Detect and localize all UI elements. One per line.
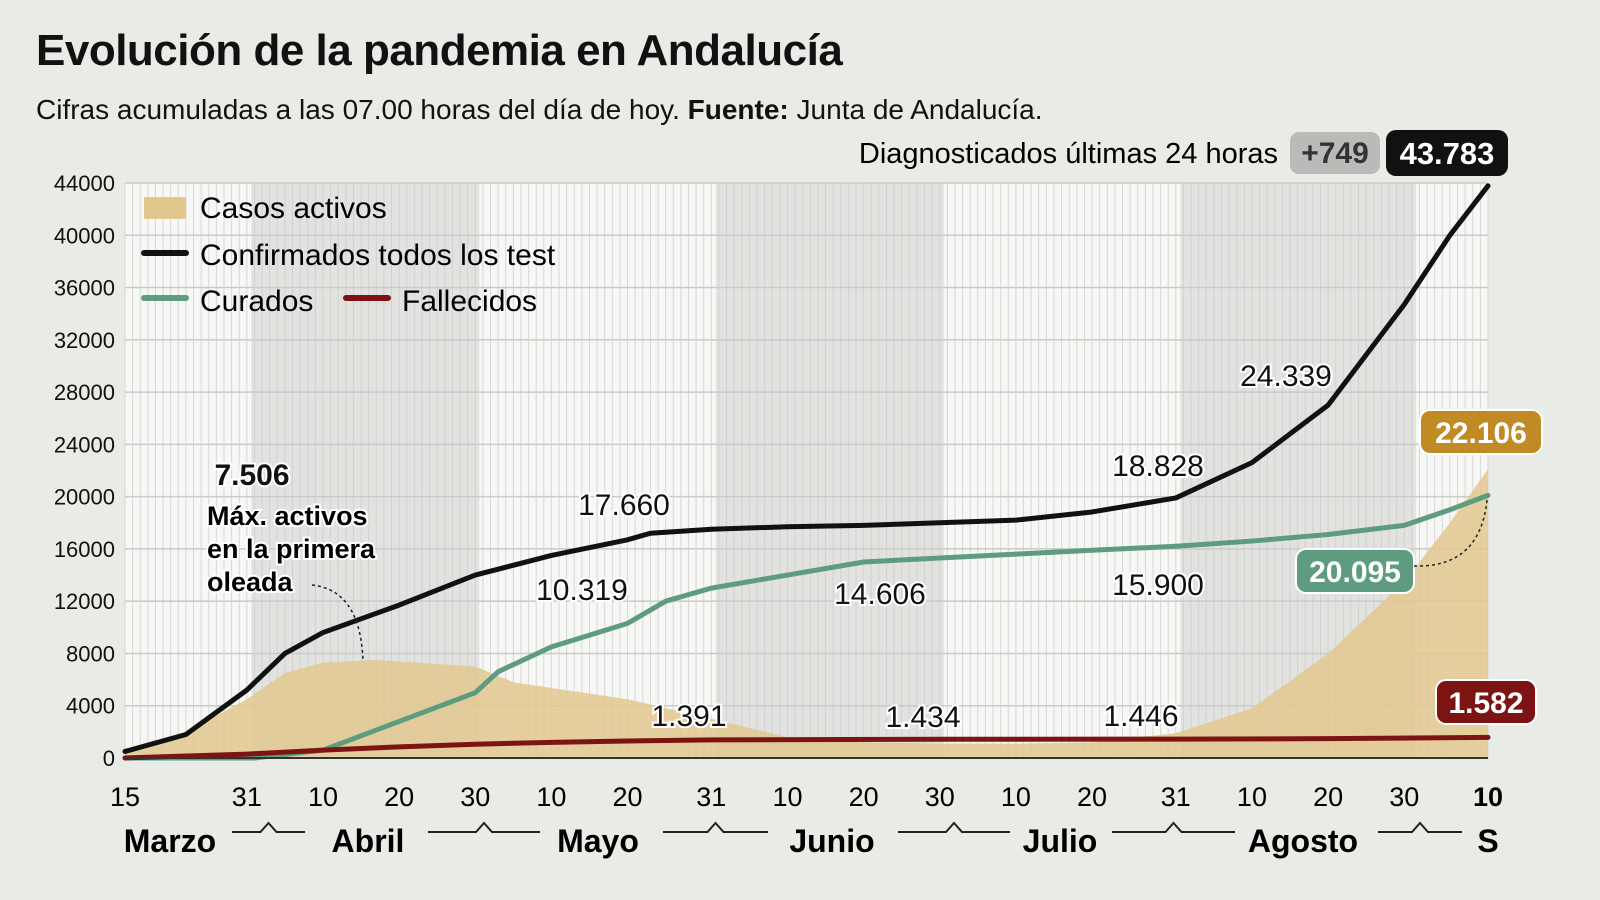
curados-leader (1413, 499, 1488, 567)
annotation-label: 18.828 (1112, 450, 1204, 483)
annotation-note: en la primera (207, 534, 376, 564)
source-text: Junta de Andalucía. (788, 94, 1043, 125)
series-line-curados (122, 492, 1491, 761)
annotation-label: 7.506 (214, 459, 289, 492)
series-area-casos-activos (125, 469, 1488, 758)
x-tick-label: 10 (308, 782, 338, 812)
subtitle-text: Cifras acumuladas a las 07.00 horas del … (36, 94, 688, 125)
y-tick-label: 36000 (54, 276, 115, 301)
y-tick-label: 12000 (54, 589, 115, 614)
y-tick-label: 8000 (66, 641, 115, 666)
month-bracket (663, 821, 768, 833)
annotation-label: 17.660 (578, 489, 670, 522)
x-tick-label: 20 (849, 782, 879, 812)
total-badge (1386, 130, 1508, 176)
delta-badge (1290, 132, 1380, 174)
month-label: Julio (1023, 823, 1098, 859)
month-bracket (428, 821, 540, 833)
x-tick-label: 10 (1473, 782, 1503, 812)
y-tick-label: 32000 (54, 328, 115, 353)
x-tick-label: 15 (110, 782, 140, 812)
x-tick-label: 31 (232, 782, 262, 812)
annotation-label: 1.391 (651, 700, 726, 733)
end-badge-text: 20.095 (1309, 556, 1401, 589)
x-tick-label: 10 (1237, 782, 1267, 812)
month-label: Abril (332, 823, 405, 859)
annotation-note: oleada (207, 567, 294, 597)
legend-swatch-casos-activos (144, 197, 186, 219)
y-tick-label: 20000 (54, 485, 115, 510)
x-tick-label: 20 (1077, 782, 1107, 812)
source-label: Fuente: (687, 94, 789, 125)
annotation-leader (311, 584, 364, 661)
legend-label: Confirmados todos los test (200, 239, 556, 272)
end-badge (1419, 409, 1543, 455)
annotation-label: 24.339 (1240, 360, 1332, 393)
x-tick-label: 20 (613, 782, 643, 812)
month-bracket (1378, 821, 1462, 833)
total-badge-text: 43.783 (1400, 136, 1495, 171)
x-tick-label: 31 (696, 782, 726, 812)
month-label: Agosto (1248, 823, 1358, 859)
x-tick-label: 30 (925, 782, 955, 812)
x-tick-label: 30 (460, 782, 490, 812)
month-bracket (898, 821, 1010, 833)
x-tick-label: 30 (1389, 782, 1419, 812)
diagnosticados-label: Diagnosticados últimas 24 horas (859, 138, 1278, 170)
x-tick-label: 10 (1001, 782, 1031, 812)
end-badge-text: 22.106 (1435, 417, 1527, 450)
legend-label: Casos activos (200, 192, 387, 225)
month-label: S (1477, 823, 1498, 859)
y-tick-label: 4000 (66, 694, 115, 719)
y-tick-label: 0 (103, 746, 115, 771)
annotation-label: 15.900 (1112, 569, 1204, 602)
month-band (715, 183, 944, 758)
x-tick-label: 20 (384, 782, 414, 812)
legend-label: Curados (200, 285, 313, 318)
end-badge (1435, 679, 1537, 725)
month-label: Mayo (557, 823, 639, 859)
x-tick-label: 10 (536, 782, 566, 812)
y-tick-label: 44000 (54, 171, 115, 196)
annotation-note: Máx. activos (207, 501, 368, 531)
y-tick-label: 40000 (54, 223, 115, 248)
x-tick-label: 20 (1313, 782, 1343, 812)
y-tick-label: 16000 (54, 537, 115, 562)
month-bracket (232, 821, 305, 833)
delta-badge-text: +749 (1301, 137, 1369, 170)
annotation-label: 10.319 (536, 574, 628, 607)
chart-subtitle: Cifras acumuladas a las 07.00 horas del … (36, 94, 1043, 126)
y-tick-label: 28000 (54, 380, 115, 405)
annotation-label: 14.606 (834, 578, 926, 611)
series-line-fallecidos (122, 734, 1491, 761)
month-label: Junio (789, 823, 874, 859)
x-tick-label: 31 (1161, 782, 1191, 812)
annotation-label: 1.446 (1103, 700, 1178, 733)
annotation-label: 1.434 (885, 701, 960, 734)
y-tick-label: 24000 (54, 432, 115, 457)
end-badge (1295, 548, 1415, 594)
legend-label: Fallecidos (402, 285, 537, 318)
end-badge-text: 1.582 (1448, 687, 1523, 720)
chart-title: Evolución de la pandemia en Andalucía (36, 26, 843, 75)
month-bracket (1112, 821, 1235, 833)
x-tick-label: 10 (772, 782, 802, 812)
series-line-confirmados (122, 183, 1491, 754)
month-label: Marzo (124, 823, 216, 859)
